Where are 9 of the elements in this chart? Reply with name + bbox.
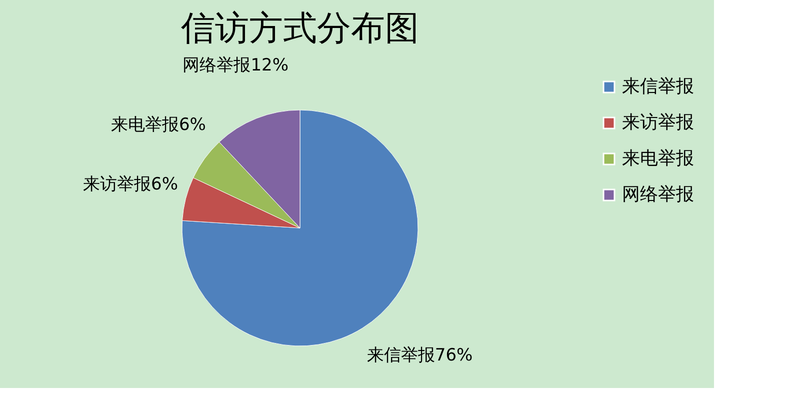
data-label: 来信举报76% xyxy=(366,346,473,366)
legend-label: 网络举报 xyxy=(622,184,694,205)
chart-title: 信访方式分布图 xyxy=(181,8,419,48)
data-label: 来电举报6% xyxy=(110,115,206,136)
legend-label: 来电举报 xyxy=(622,148,694,169)
data-label: 来访举报6% xyxy=(83,174,178,194)
data-label: 网络举报12% xyxy=(182,55,288,76)
legend-label: 来信举报 xyxy=(622,76,694,97)
legend-label: 来访举报 xyxy=(622,112,694,133)
